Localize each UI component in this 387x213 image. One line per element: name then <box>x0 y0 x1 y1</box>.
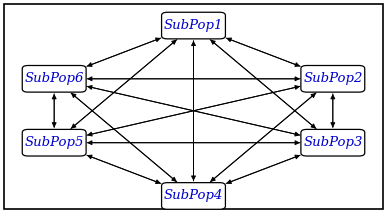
FancyBboxPatch shape <box>301 66 365 92</box>
Text: SubPop6: SubPop6 <box>24 72 84 85</box>
Text: SubPop4: SubPop4 <box>164 189 223 203</box>
FancyBboxPatch shape <box>162 183 225 209</box>
FancyBboxPatch shape <box>22 129 86 156</box>
Text: SubPop1: SubPop1 <box>164 19 223 32</box>
Text: SubPop3: SubPop3 <box>303 136 363 149</box>
Text: SubPop5: SubPop5 <box>24 136 84 149</box>
FancyBboxPatch shape <box>301 129 365 156</box>
Text: SubPop2: SubPop2 <box>303 72 363 85</box>
FancyBboxPatch shape <box>22 66 86 92</box>
FancyBboxPatch shape <box>162 12 225 39</box>
